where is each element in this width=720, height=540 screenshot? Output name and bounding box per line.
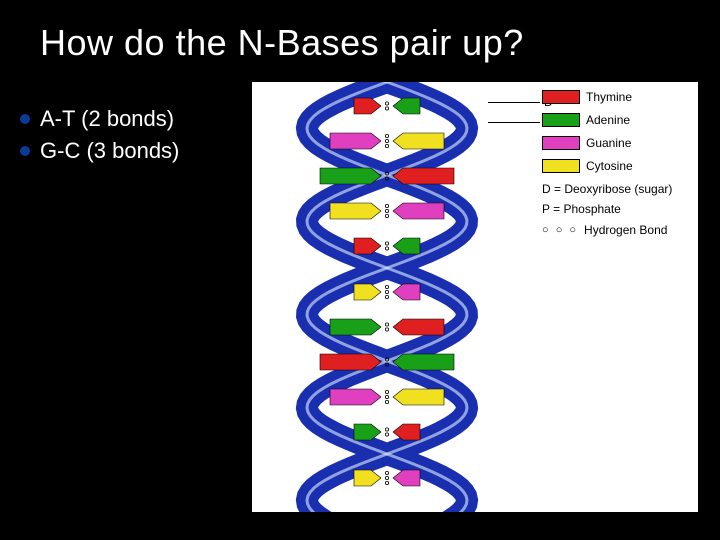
legend-note-p: P = Phosphate xyxy=(542,202,692,216)
legend-item-thymine: Thymine xyxy=(542,90,692,104)
legend-swatch xyxy=(542,136,580,150)
legend-swatch xyxy=(542,90,580,104)
dna-svg xyxy=(252,82,522,512)
legend-swatch xyxy=(542,113,580,127)
bullet-list: A-T (2 bonds) G-C (3 bonds) xyxy=(20,100,179,170)
legend-label: Cytosine xyxy=(586,159,633,173)
legend-item-adenine: Adenine xyxy=(542,113,692,127)
legend-swatch xyxy=(542,159,580,173)
legend-hbond: ○ ○ ○ Hydrogen Bond xyxy=(542,223,692,237)
legend-note-d: D = Deoxyribose (sugar) xyxy=(542,182,692,196)
legend-item-cytosine: Cytosine xyxy=(542,159,692,173)
bullet-text: A-T (2 bonds) xyxy=(40,106,174,132)
bullet-item: G-C (3 bonds) xyxy=(20,138,179,164)
legend: Thymine Adenine Guanine Cytosine D = Deo… xyxy=(542,90,692,237)
bullet-text: G-C (3 bonds) xyxy=(40,138,179,164)
legend-label: Thymine xyxy=(586,90,632,104)
bullet-dot-icon xyxy=(20,146,30,156)
dna-helix xyxy=(252,82,522,512)
legend-item-guanine: Guanine xyxy=(542,136,692,150)
page-title: How do the N-Bases pair up? xyxy=(40,22,700,64)
bullet-item: A-T (2 bonds) xyxy=(20,106,179,132)
legend-label: Adenine xyxy=(586,113,630,127)
pointer-line-p xyxy=(488,122,540,123)
bullet-dot-icon xyxy=(20,114,30,124)
dna-diagram: D P Thymine Adenine Guanine Cytosine D =… xyxy=(252,82,698,512)
legend-label: Guanine xyxy=(586,136,631,150)
hbond-dots-icon: ○ ○ ○ xyxy=(542,224,578,236)
pointer-line-d xyxy=(488,102,540,103)
legend-hbond-label: Hydrogen Bond xyxy=(584,223,667,237)
